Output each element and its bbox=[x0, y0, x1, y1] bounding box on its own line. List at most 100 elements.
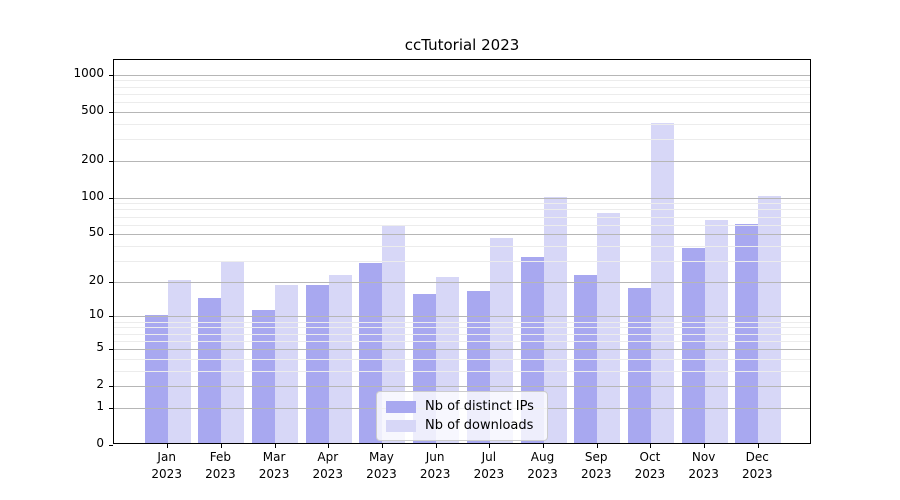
x-tick-mark bbox=[381, 444, 383, 448]
gridline-minor-40 bbox=[114, 245, 810, 247]
legend-label: Nb of downloads bbox=[425, 418, 534, 433]
y-tick-mark bbox=[109, 111, 113, 113]
year-label: 2023 bbox=[366, 467, 397, 481]
x-tick-mark bbox=[704, 444, 706, 448]
year-label: 2023 bbox=[580, 467, 612, 481]
y-axis-tick-label: 2 bbox=[96, 377, 104, 392]
month-label: Apr bbox=[317, 450, 339, 464]
y-tick-mark bbox=[109, 386, 113, 388]
gridline-minor-80 bbox=[114, 209, 810, 211]
x-axis-tick-label: Aug 2023 bbox=[527, 449, 558, 483]
gridline-minor-600 bbox=[114, 102, 810, 104]
bar-distinct-ips-jan bbox=[144, 314, 168, 443]
y-tick-mark bbox=[109, 407, 113, 409]
plot-area bbox=[109, 59, 811, 448]
gridline-minor-9 bbox=[114, 321, 810, 323]
gridline-major-5 bbox=[114, 348, 810, 350]
legend-swatch bbox=[386, 419, 416, 432]
year-label: 2023 bbox=[205, 467, 236, 481]
y-tick-mark bbox=[109, 316, 113, 318]
gridline-minor-300 bbox=[114, 139, 810, 141]
x-axis-tick-label: Nov 2023 bbox=[688, 449, 719, 483]
gridline-minor-900 bbox=[114, 80, 810, 82]
x-axis-tick-label: Jan 2023 bbox=[151, 449, 182, 483]
gridline-minor-3 bbox=[114, 370, 810, 372]
x-axis-tick-label: Apr 2023 bbox=[312, 449, 343, 483]
x-axis-tick-label: Sep 2023 bbox=[581, 449, 612, 483]
gridline-major-20 bbox=[114, 281, 810, 283]
year-label: 2023 bbox=[742, 467, 773, 481]
y-axis-tick-label: 500 bbox=[81, 102, 104, 117]
x-axis-tick-label: Feb 2023 bbox=[205, 449, 236, 483]
bar-distinct-ips-apr bbox=[305, 285, 329, 443]
legend: Nb of distinct IPs Nb of downloads bbox=[376, 391, 548, 441]
bar-distinct-ips-nov bbox=[681, 248, 705, 443]
y-axis-tick-label: 100 bbox=[81, 188, 104, 203]
legend-swatch bbox=[386, 400, 416, 413]
year-label: 2023 bbox=[473, 467, 505, 481]
legend-row: Nb of downloads bbox=[386, 416, 534, 435]
bar-downloads-aug bbox=[543, 197, 567, 443]
x-tick-mark bbox=[650, 444, 652, 448]
month-label: Nov bbox=[691, 450, 716, 464]
month-label: Oct bbox=[639, 450, 661, 464]
gridline-minor-8 bbox=[114, 327, 810, 329]
y-axis-tick-label: 200 bbox=[81, 151, 104, 166]
y-axis-tick-label: 10 bbox=[88, 307, 104, 322]
year-label: 2023 bbox=[634, 467, 666, 481]
gridline-major-200 bbox=[114, 160, 810, 162]
y-axis-tick-label: 1 bbox=[96, 398, 104, 413]
year-label: 2023 bbox=[419, 467, 451, 481]
y-tick-mark bbox=[109, 160, 113, 162]
x-tick-mark bbox=[274, 444, 276, 448]
month-label: Aug bbox=[530, 450, 555, 464]
bar-downloads-dec bbox=[758, 195, 782, 443]
gridline-minor-7 bbox=[114, 333, 810, 335]
x-axis-tick-label: Oct 2023 bbox=[635, 449, 666, 483]
bar-downloads-oct bbox=[650, 123, 674, 443]
y-tick-mark bbox=[109, 348, 113, 350]
x-axis-tick-label: Dec 2023 bbox=[742, 449, 773, 483]
gridline-minor-60 bbox=[114, 224, 810, 226]
bar-downloads-feb bbox=[221, 260, 245, 443]
gridline-minor-4 bbox=[114, 358, 810, 360]
month-label: Jun bbox=[425, 450, 445, 464]
gridline-minor-30 bbox=[114, 260, 810, 262]
gridline-major-2 bbox=[114, 386, 810, 388]
month-label: Sep bbox=[584, 450, 608, 464]
x-axis-tick-label: May 2023 bbox=[366, 449, 397, 483]
bar-distinct-ips-mar bbox=[252, 309, 276, 443]
month-label: Jan bbox=[157, 450, 176, 464]
bar-downloads-nov bbox=[704, 220, 728, 443]
x-tick-mark bbox=[220, 444, 222, 448]
x-axis-tick-label: Mar 2023 bbox=[259, 449, 290, 483]
x-tick-mark bbox=[543, 444, 545, 448]
x-tick-mark bbox=[167, 444, 169, 448]
bar-distinct-ips-oct bbox=[627, 288, 651, 443]
x-tick-mark bbox=[489, 444, 491, 448]
x-tick-mark bbox=[328, 444, 330, 448]
y-axis-tick-label: 50 bbox=[88, 225, 104, 240]
year-label: 2023 bbox=[688, 467, 719, 481]
year-label: 2023 bbox=[151, 467, 182, 481]
gridline-major-1000 bbox=[114, 74, 810, 76]
y-tick-mark bbox=[109, 281, 113, 283]
gridline-minor-90 bbox=[114, 203, 810, 205]
legend-label: Nb of distinct IPs bbox=[425, 399, 534, 414]
year-label: 2023 bbox=[527, 467, 558, 481]
y-tick-mark bbox=[109, 197, 113, 199]
legend-row: Nb of distinct IPs bbox=[386, 397, 534, 416]
x-axis-tick-label: Jun 2023 bbox=[420, 449, 451, 483]
year-label: 2023 bbox=[258, 467, 290, 481]
y-tick-mark bbox=[109, 74, 113, 76]
gridline-major-10 bbox=[114, 316, 810, 318]
bar-downloads-jan bbox=[167, 279, 191, 443]
month-label: Feb bbox=[209, 450, 231, 464]
bar-downloads-mar bbox=[275, 285, 299, 443]
x-tick-mark bbox=[596, 444, 598, 448]
y-tick-mark bbox=[109, 234, 113, 236]
x-tick-mark bbox=[435, 444, 437, 448]
gridline-minor-700 bbox=[114, 93, 810, 95]
gridline-minor-70 bbox=[114, 216, 810, 218]
